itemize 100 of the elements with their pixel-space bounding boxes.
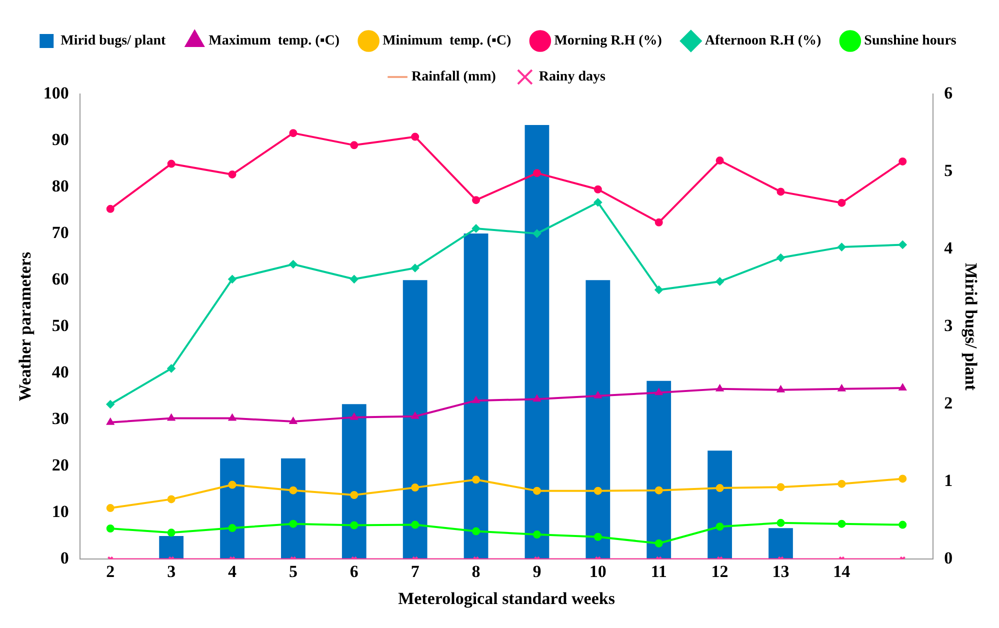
point [167,364,176,372]
point [594,532,602,541]
bar [586,280,610,560]
point [716,156,724,165]
x-tick-label: 10 [589,562,606,581]
point [106,418,114,425]
bar [524,125,550,560]
point [472,196,480,204]
point [411,412,419,419]
point [472,396,480,404]
point [654,486,663,494]
y-tick-label: 50 [52,316,69,335]
point [594,486,602,495]
point [350,275,358,284]
point [289,129,298,138]
point [838,520,846,528]
point [776,483,785,492]
bar [708,450,732,560]
point [411,520,420,529]
y2-tick-label: 3 [944,316,953,335]
legend-label: Morning R.H (%) [554,34,662,49]
y2-tick-label: 5 [944,160,953,180]
point [838,480,846,488]
y-tick-label: 30 [52,409,69,428]
point [838,384,846,392]
point [716,522,724,531]
y2-tick-label: 4 [944,238,954,258]
point [532,486,541,495]
bar [464,234,488,560]
point [594,198,602,206]
point [776,518,785,527]
bar [159,536,184,560]
point [838,198,846,207]
point [167,495,176,504]
point [655,388,662,396]
y-axis-title: Weather parameters [16,252,35,402]
y2-tick-label: 2 [944,394,953,413]
x-tick-label: 4 [228,562,238,581]
bar [220,458,244,560]
point [472,224,480,232]
point [350,491,358,500]
y-tick-label: 70 [52,222,69,242]
y-tick-label: 0 [60,548,69,568]
point [654,539,663,548]
point [776,188,785,196]
y-tick-label: 80 [52,176,69,196]
point [776,254,785,262]
point [533,395,541,402]
point [106,400,114,408]
legend-label: Rainy days [538,70,606,85]
point [167,528,176,537]
point [168,414,175,421]
x-tick-label: 8 [472,562,480,581]
point [594,185,602,194]
point [898,520,907,529]
x-tick-label: 2 [106,562,115,581]
y-tick-label: 20 [52,456,69,475]
point [472,527,480,536]
point [777,386,784,392]
y-tick-label: 90 [52,130,69,149]
x-tick-label: 7 [410,562,420,581]
point [289,520,298,528]
point [532,530,541,539]
y2-tick-label: 6 [944,83,953,102]
y2-tick-label: 0 [944,548,953,568]
legend-label: Maximum temp. (▪C) [208,34,340,49]
point [838,243,846,252]
x-tick-label: 5 [288,562,298,581]
point [289,260,298,268]
point [228,480,236,489]
point [899,384,906,391]
point [350,141,358,150]
legend-label: Rainfall (mm) [412,70,496,85]
point [106,524,114,532]
point [228,524,236,532]
point [898,157,907,166]
point [350,413,358,420]
point [532,169,541,178]
point [167,160,176,168]
bar [646,380,672,560]
point [532,230,541,238]
point [716,484,724,492]
point [289,486,298,494]
legend-label: Mirid bugs/ plant [60,34,166,49]
y-tick-label: 100 [43,83,69,102]
bar [342,404,366,560]
legend-label: Sunshine hours [864,34,957,49]
point [411,264,420,272]
point [594,392,602,398]
point [228,170,236,178]
x-tick-label: 11 [650,562,667,581]
bar [768,528,793,560]
x-tick-label: 9 [532,562,542,581]
y2-tick-label: 1 [944,471,953,490]
point [898,240,907,249]
x-tick-label: 12 [711,562,728,581]
point [472,476,480,484]
x-tick-label: 13 [772,562,790,581]
y-tick-label: 40 [52,362,69,382]
bar [281,458,306,560]
